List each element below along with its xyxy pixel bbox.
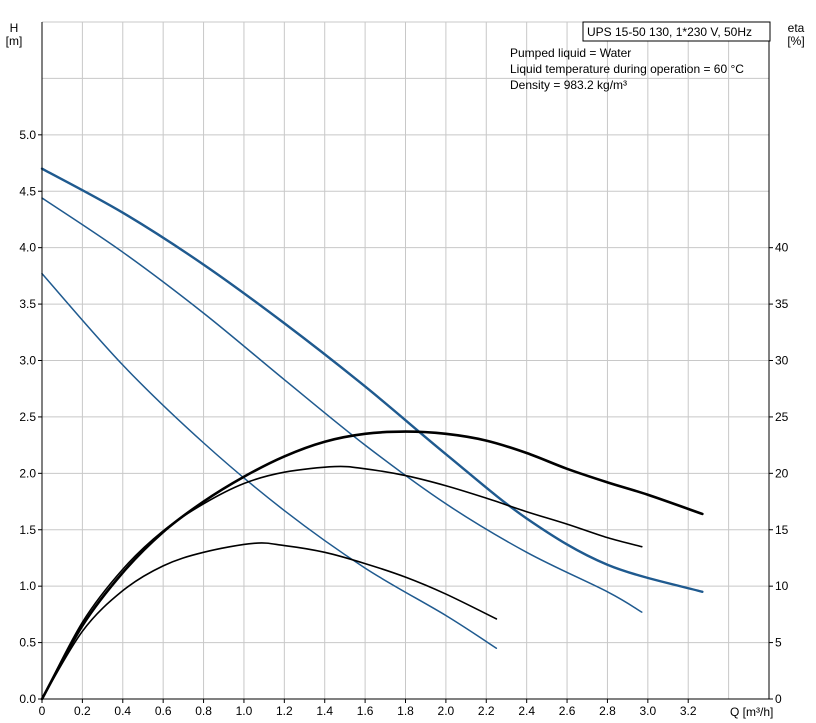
y-left-tick-label: 5.0 (19, 128, 36, 142)
x-tick-label: 0.2 (74, 704, 91, 718)
y-right-tick-label: 35 (775, 297, 789, 311)
head-curve-2 (42, 198, 642, 612)
y-right-tick-label: 10 (775, 579, 789, 593)
x-tick-label: 2.2 (478, 704, 495, 718)
y-left-tick-label: 3.0 (19, 354, 36, 368)
x-tick-label: 1.4 (316, 704, 333, 718)
y-right-tick-label: 20 (775, 466, 789, 480)
y-right-tick-label: 15 (775, 523, 789, 537)
y-right-tick-label: 0 (775, 692, 782, 706)
info-line-temperature: Liquid temperature during operation = 60… (510, 62, 744, 76)
x-tick-label: 0.8 (195, 704, 212, 718)
y-right-tick-label: 25 (775, 410, 789, 424)
x-tick-label: 0 (39, 704, 46, 718)
x-tick-label: 0.4 (114, 704, 131, 718)
x-tick-label: 1.0 (236, 704, 253, 718)
x-tick-label: 1.6 (357, 704, 374, 718)
x-tick-label: 2.0 (438, 704, 455, 718)
head-curve-3 (42, 274, 496, 649)
y-left-tick-label: 2.0 (19, 466, 36, 480)
x-tick-label: 1.8 (397, 704, 414, 718)
info-line-density: Density = 983.2 kg/m³ (510, 78, 627, 92)
y-left-tick-label: 1.0 (19, 579, 36, 593)
y-left-tick-label: 4.0 (19, 241, 36, 255)
y-right-label-unit: [%] (787, 34, 804, 48)
efficiency-curve-2 (42, 466, 642, 699)
y-left-tick-label: 0.5 (19, 636, 36, 650)
y-right-tick-label: 40 (775, 241, 789, 255)
y-right-label-symbol: eta (788, 21, 805, 35)
x-tick-label: 0.6 (155, 704, 172, 718)
y-left-label-symbol: H (10, 21, 19, 35)
y-right-tick-label: 30 (775, 354, 789, 368)
x-tick-label: 2.8 (599, 704, 616, 718)
y-left-tick-label: 1.5 (19, 523, 36, 537)
x-tick-label: 3.2 (680, 704, 697, 718)
y-left-tick-label: 4.5 (19, 184, 36, 198)
chart-title: UPS 15-50 130, 1*230 V, 50Hz (587, 25, 752, 39)
grid (42, 22, 769, 699)
x-tick-label: 1.2 (276, 704, 293, 718)
y-right-tick-label: 5 (775, 636, 782, 650)
x-axis-label: Q [m³/h] (730, 705, 773, 719)
y-left-tick-label: 0.0 (19, 692, 36, 706)
y-left-label-unit: [m] (6, 34, 23, 48)
y-left-tick-label: 2.5 (19, 410, 36, 424)
x-tick-label: 3.0 (639, 704, 656, 718)
x-tick-label: 2.4 (518, 704, 535, 718)
efficiency-curve-3 (42, 543, 496, 699)
head-curve-1 (42, 169, 702, 592)
axes: 0 0.2 0.4 0.6 0.8 1.0 1.2 1.4 1.6 1.8 2.0 2.2 2.4 2.6… (19, 22, 788, 718)
info-box: UPS 15-50 130, 1*230 V, 50Hz Pumped liqu… (510, 22, 770, 92)
y-left-tick-label: 3.5 (19, 297, 36, 311)
info-line-liquid: Pumped liquid = Water (510, 46, 631, 60)
x-tick-label: 2.6 (559, 704, 576, 718)
curves (42, 169, 702, 699)
